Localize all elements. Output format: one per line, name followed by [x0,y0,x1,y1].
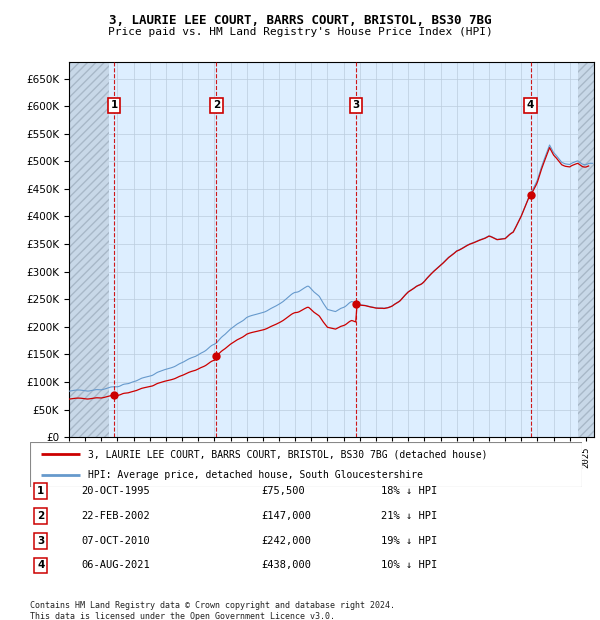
Bar [69,62,109,437]
Text: 2: 2 [37,511,44,521]
Text: 22-FEB-2002: 22-FEB-2002 [81,511,150,521]
Text: 3, LAURIE LEE COURT, BARRS COURT, BRISTOL, BS30 7BG: 3, LAURIE LEE COURT, BARRS COURT, BRISTO… [109,14,491,27]
Bar [578,62,594,437]
FancyBboxPatch shape [30,442,582,487]
Text: Contains HM Land Registry data © Crown copyright and database right 2024.
This d: Contains HM Land Registry data © Crown c… [30,601,395,620]
Text: 20-OCT-1995: 20-OCT-1995 [81,486,150,496]
Text: HPI: Average price, detached house, South Gloucestershire: HPI: Average price, detached house, Sout… [88,469,423,480]
Text: 10% ↓ HPI: 10% ↓ HPI [381,560,437,570]
Text: 19% ↓ HPI: 19% ↓ HPI [381,536,437,546]
Text: 4: 4 [527,100,535,110]
Text: 3: 3 [37,536,44,546]
Text: 1: 1 [37,486,44,496]
Text: 2: 2 [212,100,220,110]
Text: 3: 3 [352,100,359,110]
Text: 4: 4 [37,560,44,570]
Text: 07-OCT-2010: 07-OCT-2010 [81,536,150,546]
Text: 06-AUG-2021: 06-AUG-2021 [81,560,150,570]
Text: 3, LAURIE LEE COURT, BARRS COURT, BRISTOL, BS30 7BG (detached house): 3, LAURIE LEE COURT, BARRS COURT, BRISTO… [88,449,487,459]
Text: Price paid vs. HM Land Registry's House Price Index (HPI): Price paid vs. HM Land Registry's House … [107,27,493,37]
Text: £438,000: £438,000 [261,560,311,570]
Text: 18% ↓ HPI: 18% ↓ HPI [381,486,437,496]
Text: £147,000: £147,000 [261,511,311,521]
Text: £242,000: £242,000 [261,536,311,546]
Text: 1: 1 [110,100,118,110]
Text: 21% ↓ HPI: 21% ↓ HPI [381,511,437,521]
Text: £75,500: £75,500 [261,486,305,496]
